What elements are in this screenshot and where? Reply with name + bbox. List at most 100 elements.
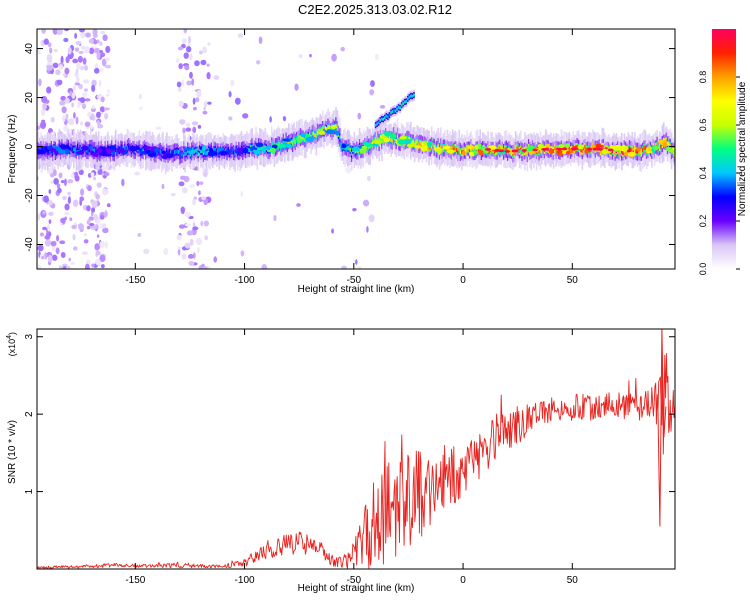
- spectrogram-speckle: [86, 205, 91, 212]
- spectrogram-blob: [489, 145, 497, 150]
- spectrogram-cell: [349, 147, 352, 152]
- spectrogram-branch-cell: [397, 105, 400, 109]
- spectrogram-cell: [339, 135, 341, 140]
- spectrogram-speckle: [71, 91, 76, 99]
- spectrogram-cell: [268, 148, 270, 152]
- spectrogram-cell: [328, 125, 331, 130]
- spectrogram-speckle: [75, 41, 82, 46]
- colorbar-ticks: 0.0 0.2 0.4 0.6 0.8: [698, 71, 740, 275]
- spectrogram-speckle: [72, 199, 79, 207]
- spectrogram-speckle: [46, 86, 52, 94]
- spectrogram-speckle: [62, 115, 66, 122]
- spectrogram-speckle: [46, 54, 53, 63]
- spectrogram-cell: [231, 148, 234, 153]
- spectrogram-x-axis-label: Height of straight line (km): [298, 284, 415, 295]
- spectrogram-blob: [278, 143, 287, 149]
- snr-scale-label: (x104): [6, 332, 17, 356]
- spectrogram-cell: [173, 150, 176, 155]
- spectrogram-speckle: [213, 75, 220, 80]
- spectrogram-y-tick-label: 20: [24, 92, 35, 104]
- spectrogram-cell: [416, 139, 419, 144]
- spectrogram-cell: [466, 146, 468, 151]
- spectrogram-cell: [264, 145, 267, 150]
- spectrogram-speckle: [50, 116, 55, 123]
- spectrogram-speckle: [46, 167, 54, 174]
- spectrogram-speckle: [185, 122, 191, 127]
- spectrogram-cell: [295, 137, 298, 142]
- spectrogram-cell: [214, 147, 217, 152]
- spectrogram-cell: [379, 135, 382, 139]
- spectrogram-speckle: [56, 29, 63, 36]
- spectrogram-branch-cell: [385, 114, 388, 118]
- spectrogram-cell: [425, 143, 428, 148]
- spectrogram-blob: [565, 150, 571, 155]
- spectrogram-speckle: [74, 82, 81, 86]
- spectrogram-cell: [538, 149, 540, 154]
- spectrogram-blob: [75, 150, 85, 155]
- spectrogram-speckle: [143, 248, 150, 255]
- spectrogram-speckle: [77, 55, 83, 63]
- spectrogram-speckle: [78, 169, 84, 176]
- spectrogram-speckle: [37, 212, 41, 221]
- spectrogram-speckle: [234, 97, 241, 105]
- spectrogram-speckle: [80, 31, 86, 39]
- spectrogram-speckle: [341, 265, 347, 269]
- spectrogram-speckle: [81, 251, 88, 255]
- spectrogram-speckle: [53, 177, 59, 185]
- spectrogram-cell: [74, 147, 76, 152]
- spectrogram-cell: [501, 146, 504, 151]
- spectrogram-cell: [374, 137, 377, 142]
- spectrogram-speckle: [60, 217, 66, 224]
- spectrogram-speckle: [202, 110, 208, 115]
- spectrogram-speckle: [86, 225, 91, 230]
- spectrogram-speckle: [48, 189, 52, 194]
- spectrogram-speckle: [177, 246, 182, 250]
- spectrogram-blob: [548, 148, 554, 155]
- spectrogram-blob: [262, 146, 267, 153]
- spectrogram-speckle: [195, 237, 203, 246]
- spectrogram-blob: [96, 147, 103, 153]
- spectrogram-speckle: [155, 126, 162, 130]
- spectrogram-speckle: [176, 81, 182, 88]
- spectrogram-speckle: [99, 241, 106, 249]
- spectrogram-speckle: [59, 240, 66, 245]
- spectrogram-cell: [350, 151, 353, 156]
- spectrogram-speckle: [102, 227, 109, 234]
- spectrogram-speckle: [99, 254, 106, 263]
- spectrogram-speckle: [101, 223, 107, 229]
- spectrogram-cell: [415, 142, 417, 147]
- spectrogram-speckle: [90, 172, 95, 177]
- spectrogram-speckle: [48, 211, 54, 216]
- spectrogram-blob: [92, 152, 99, 157]
- spectrogram-speckle: [69, 118, 75, 126]
- spectrogram-speckle: [68, 257, 72, 262]
- spectrogram-cell: [290, 139, 293, 144]
- spectrogram-speckle: [197, 124, 202, 129]
- spectrogram-branch-cell: [406, 97, 409, 101]
- spectrogram-speckle: [105, 57, 110, 62]
- spectrogram-speckle: [207, 42, 211, 46]
- spectrogram-blob: [613, 144, 622, 151]
- spectrogram-blob: [558, 144, 566, 148]
- spectrogram-speckle: [49, 47, 53, 54]
- spectrogram-speckle: [357, 266, 362, 269]
- spectrogram-branch-cell: [388, 113, 391, 117]
- spectrogram-speckle: [75, 68, 79, 74]
- spectrogram-speckle: [170, 193, 176, 197]
- spectrogram-speckle: [206, 63, 210, 67]
- spectrogram-cell: [314, 133, 316, 138]
- spectrogram-speckle: [96, 39, 100, 44]
- spectrogram-blob: [285, 143, 292, 149]
- spectrogram-speckle: [100, 264, 105, 269]
- spectrogram-speckle: [73, 112, 76, 119]
- spectrogram-cell: [478, 147, 480, 152]
- spectrogram-blob: [407, 143, 415, 148]
- spectrogram-blob: [201, 145, 207, 152]
- spectrogram-speckle: [79, 196, 85, 202]
- spectrogram-cell: [206, 150, 209, 155]
- spectrogram-speckle: [84, 88, 88, 92]
- spectrogram-cell: [184, 151, 187, 156]
- spectrogram-speckle: [355, 259, 358, 265]
- spectrogram-speckle: [240, 190, 244, 198]
- spectrogram-blob: [623, 146, 628, 153]
